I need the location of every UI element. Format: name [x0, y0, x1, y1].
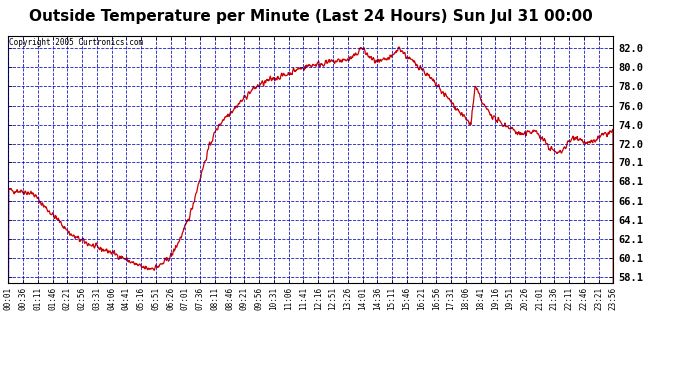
Text: 07:36: 07:36 [196, 287, 205, 310]
Text: 18:06: 18:06 [462, 287, 471, 310]
Text: 08:46: 08:46 [225, 287, 234, 310]
Text: 16:56: 16:56 [432, 287, 441, 310]
Text: 20:26: 20:26 [520, 287, 529, 310]
Text: 13:26: 13:26 [343, 287, 352, 310]
Text: 02:21: 02:21 [63, 287, 72, 310]
Text: Copyright 2005 Curtronics.com: Copyright 2005 Curtronics.com [9, 38, 143, 46]
Text: 11:41: 11:41 [299, 287, 308, 310]
Text: 17:31: 17:31 [446, 287, 455, 310]
Text: 06:26: 06:26 [166, 287, 175, 310]
Text: 04:41: 04:41 [122, 287, 131, 310]
Text: 18:41: 18:41 [476, 287, 485, 310]
Text: 16:21: 16:21 [417, 287, 426, 310]
Text: 19:51: 19:51 [506, 287, 515, 310]
Text: 19:16: 19:16 [491, 287, 500, 310]
Text: 02:56: 02:56 [77, 287, 86, 310]
Text: 15:46: 15:46 [402, 287, 411, 310]
Text: 22:46: 22:46 [580, 287, 589, 310]
Text: 12:51: 12:51 [328, 287, 337, 310]
Text: 04:06: 04:06 [107, 287, 116, 310]
Text: 03:31: 03:31 [92, 287, 101, 310]
Text: 14:36: 14:36 [373, 287, 382, 310]
Text: 11:06: 11:06 [284, 287, 293, 310]
Text: Outside Temperature per Minute (Last 24 Hours) Sun Jul 31 00:00: Outside Temperature per Minute (Last 24 … [28, 9, 593, 24]
Text: 15:11: 15:11 [388, 287, 397, 310]
Text: 09:56: 09:56 [255, 287, 264, 310]
Text: 10:31: 10:31 [270, 287, 279, 310]
Text: 14:01: 14:01 [358, 287, 367, 310]
Text: 21:36: 21:36 [550, 287, 559, 310]
Text: 01:11: 01:11 [33, 287, 42, 310]
Text: 00:01: 00:01 [3, 287, 13, 310]
Text: 22:11: 22:11 [564, 287, 573, 310]
Text: 07:01: 07:01 [181, 287, 190, 310]
Text: 05:51: 05:51 [151, 287, 160, 310]
Text: 08:11: 08:11 [210, 287, 219, 310]
Text: 23:56: 23:56 [609, 287, 618, 310]
Text: 01:46: 01:46 [48, 287, 57, 310]
Text: 05:16: 05:16 [137, 287, 146, 310]
Text: 12:16: 12:16 [314, 287, 323, 310]
Text: 00:36: 00:36 [19, 287, 28, 310]
Text: 21:01: 21:01 [535, 287, 544, 310]
Text: 09:21: 09:21 [240, 287, 249, 310]
Text: 23:21: 23:21 [594, 287, 603, 310]
